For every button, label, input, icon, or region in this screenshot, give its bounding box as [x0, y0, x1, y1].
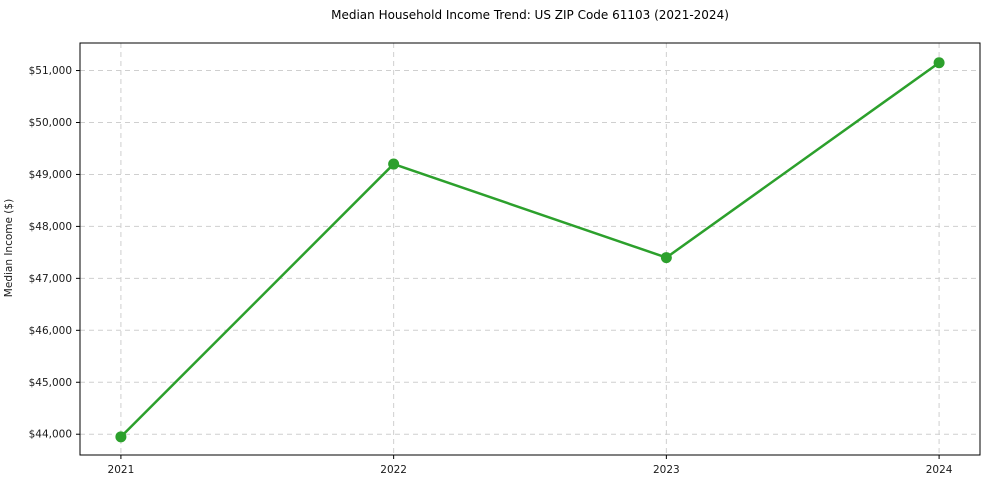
chart-title: Median Household Income Trend: US ZIP Co… — [331, 8, 729, 22]
x-tick-label: 2022 — [380, 464, 407, 476]
data-point-marker — [115, 431, 127, 443]
y-tick-label: $47,000 — [29, 273, 72, 285]
x-tick-label: 2021 — [108, 464, 135, 476]
data-point-marker — [660, 252, 672, 264]
data-point-marker — [388, 158, 400, 170]
y-tick-label: $51,000 — [29, 65, 72, 77]
y-tick-label: $46,000 — [29, 325, 72, 337]
plot-border — [79, 42, 981, 456]
y-tick-label: $50,000 — [29, 117, 72, 129]
y-tick-label: $48,000 — [29, 221, 72, 233]
y-tick-label: $45,000 — [29, 377, 72, 389]
trend-line — [119, 61, 941, 439]
y-tick-label: $44,000 — [29, 429, 72, 441]
data-point-marker — [933, 57, 945, 69]
x-tick-label: 2023 — [653, 464, 680, 476]
x-tick-label: 2024 — [926, 464, 953, 476]
y-tick-label: $49,000 — [29, 169, 72, 181]
